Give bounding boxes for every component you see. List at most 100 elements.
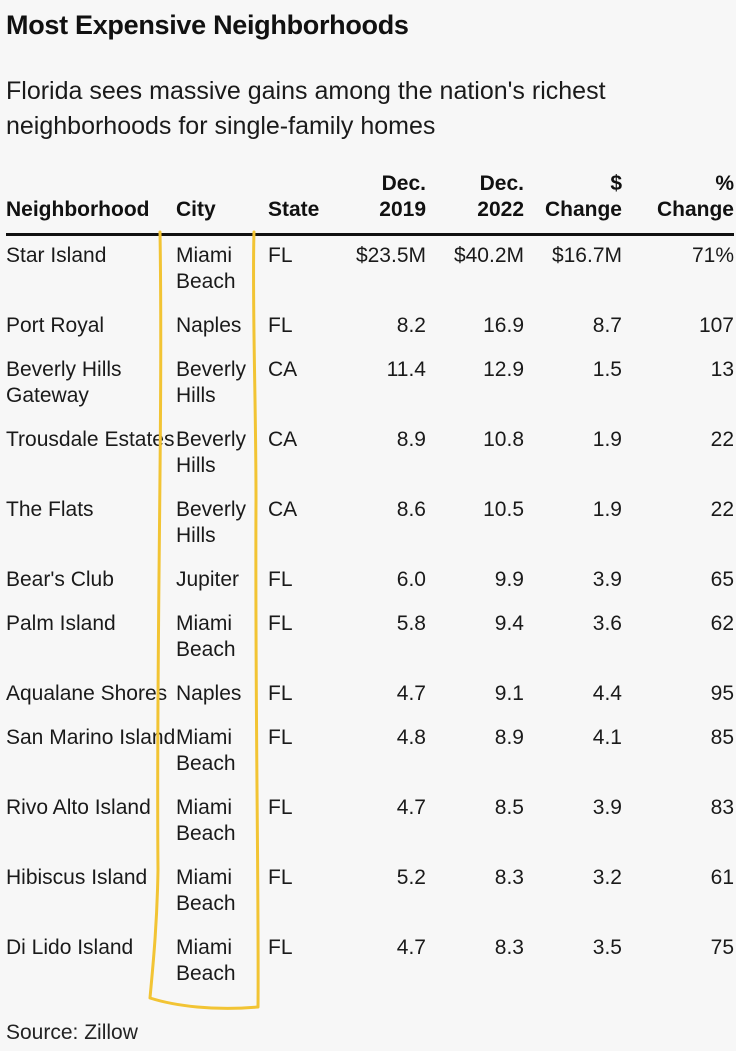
cell-dec-2019: 8.6 — [396, 498, 426, 521]
header-neighborhood: Neighborhood — [6, 171, 176, 236]
cell-city: Naples — [176, 682, 242, 705]
cell-dec-2022: 8.3 — [494, 866, 524, 889]
cell-city: Miami Beach — [176, 244, 236, 293]
cell-state: FL — [268, 568, 293, 591]
cell-dollar-change: 4.1 — [592, 726, 622, 749]
cell-dec-2019: 4.7 — [396, 682, 426, 705]
cell-dec-2022: 9.4 — [494, 612, 524, 635]
cell-dollar-change: 1.9 — [592, 498, 622, 521]
cell-percent-change: 85 — [710, 726, 734, 749]
cell-state: FL — [268, 936, 293, 959]
chart-subtitle: Florida sees massive gains among the nat… — [6, 77, 606, 140]
table-row: Beverly Hills Gateway Beverly Hills CA 11.4… — [6, 350, 734, 420]
cell-percent-change: 13 — [710, 358, 734, 381]
cell-dec-2022: 9.1 — [494, 682, 524, 705]
cell-state: FL — [268, 314, 293, 337]
source-note: Source: Zillow — [6, 1021, 138, 1044]
cell-percent-change: 22 — [710, 428, 734, 451]
cell-dollar-change: 3.5 — [592, 936, 622, 959]
cell-neighborhood: Rivo Alto Island — [6, 796, 151, 819]
cell-neighborhood: Port Royal — [6, 314, 105, 337]
table-row: Star Island Miami Beach FL $23.5M $40.2M $16.… — [6, 235, 734, 307]
cell-percent-change: 61 — [710, 866, 734, 889]
cell-neighborhood: Hibiscus Island — [6, 866, 148, 889]
table-body: Star Island Miami Beach FL $23.5M $40.2M $16.… — [6, 235, 734, 999]
header-state: State — [268, 171, 326, 236]
cell-dec-2019: 4.8 — [396, 726, 426, 749]
table-row: Bear's Club Jupiter FL 6.0 9.9 3.9 65 — [6, 560, 734, 604]
cell-percent-change: 83 — [710, 796, 734, 819]
cell-dollar-change: 3.9 — [592, 568, 622, 591]
cell-city: Miami Beach — [176, 866, 236, 915]
cell-state: FL — [268, 866, 293, 889]
cell-dollar-change: 8.7 — [592, 314, 622, 337]
cell-neighborhood: San Marino Island — [6, 726, 176, 749]
table-row: Aqualane Shores Naples FL 4.7 9.1 4.4 95 — [6, 674, 734, 718]
cell-state: FL — [268, 796, 293, 819]
cell-neighborhood: The Flats — [6, 498, 94, 521]
cell-percent-change: 95 — [710, 682, 734, 705]
cell-city: Miami Beach — [176, 726, 236, 775]
header-city: City — [176, 171, 268, 236]
cell-state: CA — [268, 358, 298, 381]
cell-percent-change: 65 — [710, 568, 734, 591]
cell-dec-2019: 4.7 — [396, 796, 426, 819]
cell-dec-2019: 6.0 — [396, 568, 426, 591]
cell-state: FL — [268, 244, 293, 267]
cell-neighborhood: Trousdale Estates — [6, 428, 175, 451]
cell-dec-2022: 8.5 — [494, 796, 524, 819]
cell-percent-change: 107 — [698, 314, 734, 337]
cell-dec-2019: 5.2 — [396, 866, 426, 889]
cell-dec-2022: 9.9 — [494, 568, 524, 591]
cell-percent-change: 75 — [710, 936, 734, 959]
table-row: Trousdale Estates Beverly Hills CA 8.9 10.8 1… — [6, 420, 734, 490]
cell-neighborhood: Bear's Club — [6, 568, 114, 591]
table-row: San Marino Island Miami Beach FL 4.8 8.9 4.1 8… — [6, 718, 734, 788]
table-header-row: Neighborhood City State Dec. 2019 Dec. 202… — [6, 171, 734, 236]
cell-dec-2019: $23.5M — [355, 244, 426, 267]
cell-dec-2022: 16.9 — [483, 314, 524, 337]
cell-neighborhood: Aqualane Shores — [6, 682, 168, 705]
cell-city: Naples — [176, 314, 242, 337]
cell-dollar-change: 4.4 — [592, 682, 622, 705]
cell-dec-2022: 8.3 — [494, 936, 524, 959]
cell-dec-2022: 10.8 — [483, 428, 524, 451]
cell-dec-2022: 12.9 — [483, 358, 524, 381]
cell-dec-2019: 4.7 — [396, 936, 426, 959]
table-row: The Flats Beverly Hills CA 8.6 10.5 1.9 22 — [6, 490, 734, 560]
cell-percent-change: 22 — [710, 498, 734, 521]
table-row: Port Royal Naples FL 8.2 16.9 8.7 107 — [6, 306, 734, 350]
cell-dec-2022: 10.5 — [483, 498, 524, 521]
cell-neighborhood: Star Island — [6, 244, 107, 267]
header-percent-change: % Change — [622, 171, 734, 236]
cell-neighborhood: Palm Island — [6, 612, 116, 635]
table-row: Palm Island Miami Beach FL 5.8 9.4 3.6 62 — [6, 604, 734, 674]
cell-city: Jupiter — [176, 568, 240, 591]
cell-dollar-change: 1.5 — [592, 358, 622, 381]
cell-dec-2019: 5.8 — [396, 612, 426, 635]
header-dollar-change: $ Change — [524, 171, 622, 236]
cell-dollar-change: 3.6 — [592, 612, 622, 635]
cell-dec-2019: 8.2 — [396, 314, 426, 337]
cell-city: Miami Beach — [176, 796, 236, 845]
cell-dec-2022: $40.2M — [453, 244, 524, 267]
data-table-container: Neighborhood City State Dec. 2019 Dec. 202… — [6, 171, 734, 998]
cell-dec-2022: 8.9 — [494, 726, 524, 749]
cell-state: CA — [268, 428, 298, 451]
cell-state: CA — [268, 498, 298, 521]
header-dec-2022: Dec. 2022 — [426, 171, 524, 236]
cell-dollar-change: 1.9 — [592, 428, 622, 451]
cell-neighborhood: Di Lido Island — [6, 936, 134, 959]
cell-state: FL — [268, 726, 293, 749]
table-row: Di Lido Island Miami Beach FL 4.7 8.3 3.5 75 — [6, 928, 734, 998]
cell-neighborhood: Beverly Hills Gateway — [6, 358, 122, 407]
cell-percent-change: 71% — [691, 244, 734, 267]
cell-dollar-change: 3.2 — [592, 866, 622, 889]
cell-city: Miami Beach — [176, 936, 236, 985]
cell-state: FL — [268, 682, 293, 705]
cell-city: Beverly Hills — [176, 498, 247, 547]
cell-dollar-change: 3.9 — [592, 796, 622, 819]
cell-percent-change: 62 — [710, 612, 734, 635]
cell-city: Beverly Hills — [176, 428, 247, 477]
cell-dec-2019: 8.9 — [396, 428, 426, 451]
